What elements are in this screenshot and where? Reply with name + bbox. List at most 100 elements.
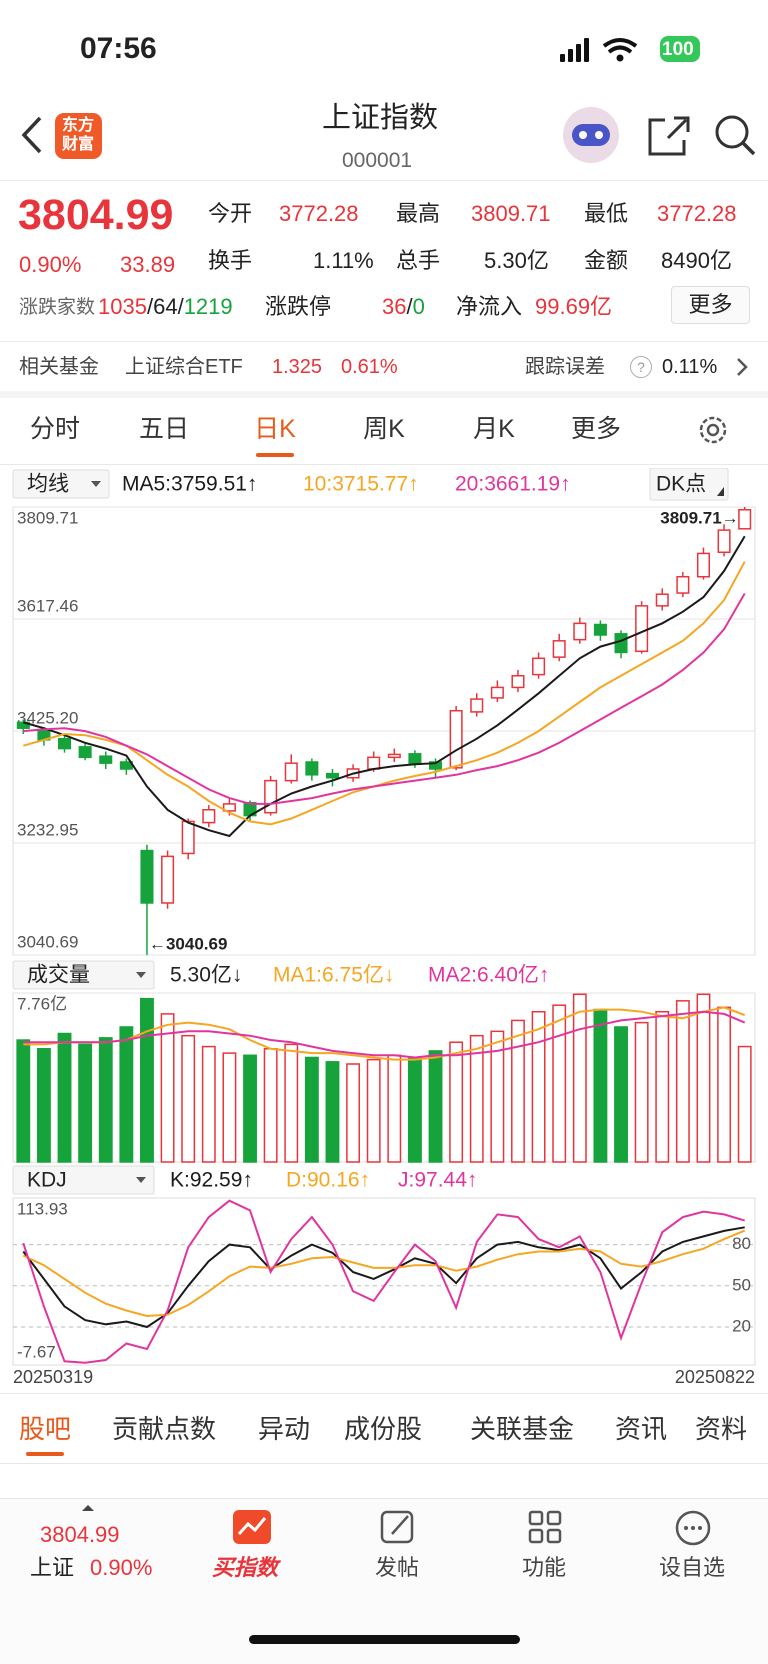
label: 今开 [208,201,253,226]
tab[interactable]: 异动 [257,1414,311,1444]
max-label: 3809.71→ [660,508,738,527]
selector-label: 均线 [27,473,69,496]
tab[interactable]: 月K [473,415,515,443]
title: 上证指数 [322,102,439,134]
volume-bar [263,1048,278,1163]
selector-label: 成交量 [27,964,90,987]
value: 3772.28 [657,201,737,226]
down: 0 [412,294,425,319]
candle-body [140,849,154,904]
ma-line [22,1199,745,1364]
candle-body [470,698,484,713]
settings[interactable] [696,413,730,447]
dropdown [136,1177,146,1183]
volume-bar [366,1058,381,1163]
legend-entry: 20:3661.19↑ [455,473,571,496]
label: 换手 [208,248,253,273]
tab[interactable]: 更多 [570,415,622,443]
back[interactable] [21,116,42,154]
candle-body [387,753,401,759]
label: 最低 [584,201,629,226]
tab[interactable]: 五日 [138,415,190,443]
nav-item[interactable]: 设自选 [659,1555,726,1580]
label: 最高 [396,201,441,226]
change: 33.89 [120,252,176,277]
volume-bar [490,1030,505,1163]
volume-bar [593,1008,608,1163]
chevron[interactable] [734,356,750,378]
volume-bar [16,1039,31,1163]
divider [0,341,768,342]
volume-bar [243,1054,257,1163]
tab[interactable]: 日K [254,415,296,443]
volume-bar [634,1021,649,1163]
volume-bar [737,1045,752,1163]
volume-bar [119,1026,134,1163]
y-tick-label: 3809.71 [17,508,78,527]
up: 36 [382,294,407,319]
volume-bar [36,1048,51,1163]
help[interactable]: ? [630,356,652,378]
charts: 均线 MA5:3759.51↑ 10:3715.77↑ 20:3661.19↑ 3040… [12,468,756,1387]
candle-body [264,779,278,814]
candle-body [325,772,339,779]
ma-line [23,593,746,805]
ma-line [22,1229,746,1318]
candle-body [676,575,690,594]
candle-body [511,675,525,689]
tab[interactable]: 股吧 [18,1414,72,1444]
volume-bar [304,1056,319,1163]
dropdown [136,972,146,978]
index-name: 上证 [30,1555,75,1580]
volume-bar [181,1034,196,1163]
volume-bar [160,1013,175,1163]
breadth: 1035/64/1219 [98,296,233,318]
plot-frame [12,1197,756,1366]
label: 跟踪误差 [525,356,605,378]
tab[interactable]: 资讯 [614,1414,668,1444]
candle-body [222,803,236,812]
candle-body [202,809,216,824]
fund-price: 1.325 [272,356,323,378]
divider [0,464,768,465]
candle-body [490,686,504,699]
ma-line [23,535,746,838]
candle-body [367,756,381,770]
candle-body [552,640,566,658]
candle-body [99,755,113,764]
candle-body [408,753,422,764]
volume-bar [552,1004,567,1163]
y-tick-label: 3425.20 [17,708,78,727]
divider [0,180,768,181]
selector [12,1165,155,1195]
nav-item[interactable]: 发帖 [375,1555,420,1580]
up: 1035 [98,294,147,319]
volume-bar [201,1045,216,1163]
volume-bar [531,1010,546,1163]
y-tick-label: 3617.46 [17,596,78,615]
fund-pct: 0.61% [341,356,398,378]
volume-bar [572,993,587,1163]
candle-body [738,508,752,530]
tab[interactable]: 资料 [694,1414,748,1444]
tab[interactable]: 关联基金 [469,1414,575,1444]
min-label: ←3040.69 [149,934,227,953]
nav-item[interactable]: 功能 [522,1555,567,1580]
tab[interactable]: 周K [363,415,405,443]
tab[interactable]: 成份股 [343,1414,423,1444]
volume-bar [325,1061,340,1163]
volume-bar [284,1043,299,1163]
nav-item[interactable]: 买指数 [212,1555,279,1580]
candle-body [429,761,443,770]
tab[interactable]: 分时 [29,415,81,443]
value: 1.11% [313,248,374,273]
dk-label: DK点 [656,473,706,496]
y-tick-label: 80 [732,1234,751,1253]
status-icons [560,36,700,62]
label: 净流入 [456,294,523,319]
sep: / [177,294,184,319]
more-button[interactable]: 更多 [671,286,750,324]
tab[interactable]: 贡献点数 [111,1414,217,1444]
ma-line [23,1006,746,1061]
